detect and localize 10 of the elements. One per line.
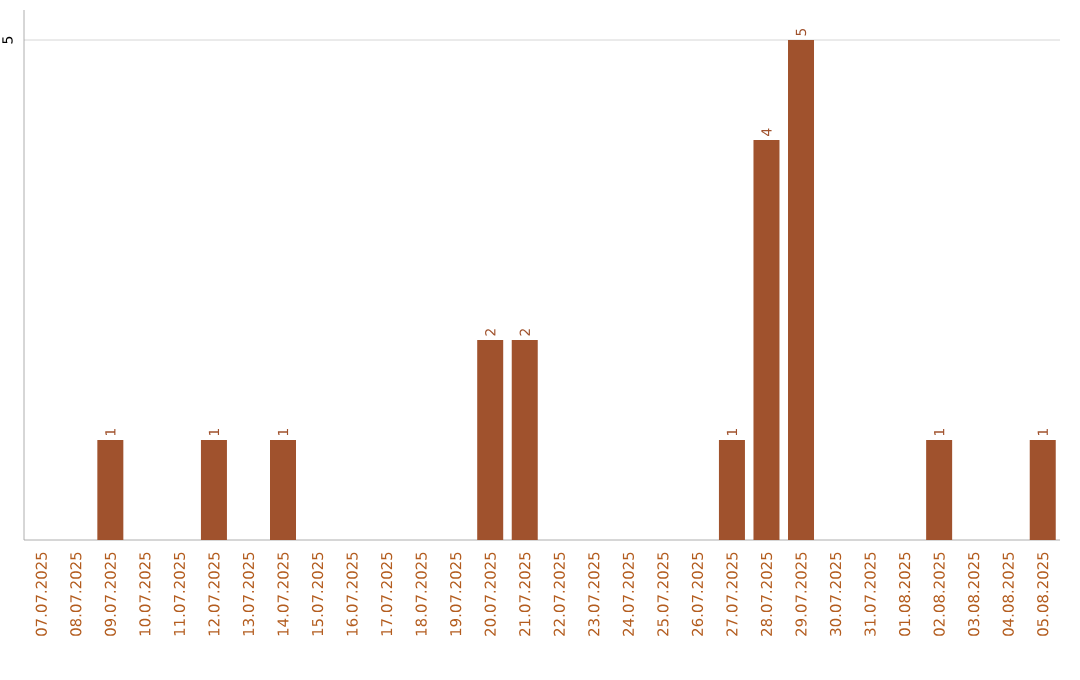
bar <box>270 440 296 540</box>
bar <box>97 440 124 540</box>
bar <box>788 40 815 540</box>
bar <box>718 440 745 540</box>
bar <box>477 340 504 540</box>
bar <box>926 440 953 540</box>
bar <box>200 440 227 540</box>
bar <box>511 340 538 540</box>
bar <box>753 140 780 540</box>
bar <box>1029 440 1056 540</box>
